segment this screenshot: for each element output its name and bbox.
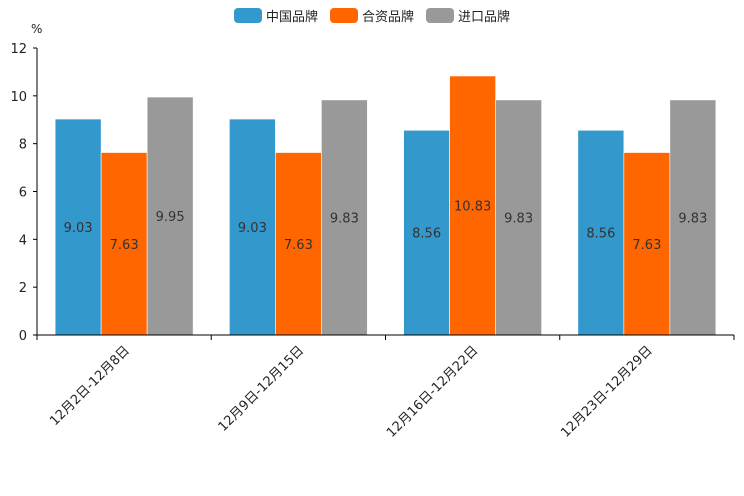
y-tick-label: 2 — [19, 281, 27, 296]
bar-value-label: 10.83 — [454, 199, 491, 214]
bar-value-label: 9.83 — [678, 211, 707, 226]
bar-value-label: 7.63 — [632, 238, 661, 253]
bar-value-label: 9.03 — [238, 221, 267, 236]
bar — [146, 96, 194, 336]
x-category-label: 12月9日-12月15日 — [216, 343, 308, 435]
legend: 中国品牌 合资品牌 进口品牌 — [234, 8, 510, 25]
bar — [54, 118, 102, 336]
bar — [321, 99, 368, 336]
x-axis: 12月2日-12月8日 12月9日-12月15日 12月16日-12月22日 12月2… — [36, 334, 735, 441]
bar — [100, 152, 148, 336]
bar-value-label: 9.03 — [64, 221, 93, 236]
bar — [403, 129, 450, 336]
y-tick-label: 8 — [19, 138, 27, 153]
bar-value-label: 9.83 — [330, 211, 359, 226]
y-tick-label: 12 — [10, 42, 27, 57]
bar-value-label: 9.83 — [504, 211, 533, 226]
y-tick-label: 10 — [10, 90, 27, 105]
y-tick-label: 0 — [19, 329, 27, 344]
bar — [669, 99, 717, 336]
bar-value-label: 7.63 — [284, 238, 313, 253]
x-category-label: 12月2日-12月8日 — [47, 343, 133, 429]
legend-swatch — [234, 8, 262, 23]
bars: 9.03 7.63 9.95 9.03 7.63 9.83 8.56 10.83 9.83 8.5… — [54, 75, 717, 336]
y-axis-unit-label: % — [31, 22, 42, 36]
legend-label: 合资品牌 — [362, 9, 414, 25]
bar-value-label: 8.56 — [412, 227, 441, 242]
x-category-label: 12月23日-12月29日 — [558, 343, 655, 440]
bar — [449, 75, 496, 336]
legend-label: 中国品牌 — [266, 9, 318, 25]
bar — [623, 152, 671, 336]
bar-value-label: 7.63 — [110, 238, 139, 253]
bar-value-label: 9.95 — [156, 210, 185, 225]
legend-swatch — [426, 8, 454, 23]
y-axis: 0 2 4 6 8 10 12 — [10, 42, 38, 344]
legend-label: 进口品牌 — [458, 9, 510, 25]
y-tick-label: 6 — [19, 186, 27, 201]
x-category-label: 12月16日-12月22日 — [384, 343, 481, 440]
legend-swatch — [330, 8, 358, 23]
bar-value-label: 8.56 — [586, 227, 615, 242]
y-tick-label: 4 — [19, 233, 27, 248]
